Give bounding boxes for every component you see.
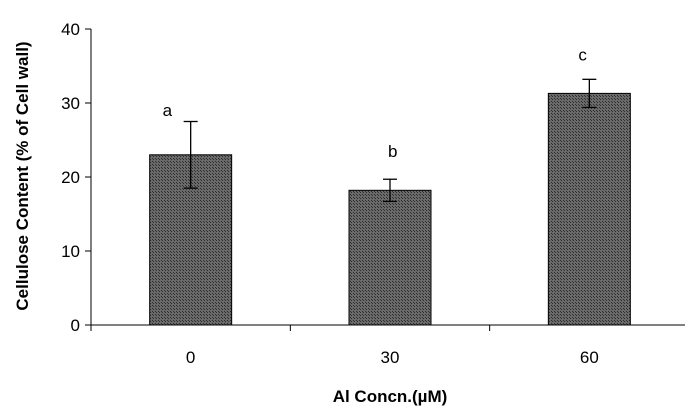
x-axis-label: Al Concn.(µM) xyxy=(333,387,448,406)
significance-letter: b xyxy=(388,142,397,161)
error-bar-30 xyxy=(383,178,397,203)
error-bars xyxy=(183,78,597,203)
y-tick-label: 0 xyxy=(71,316,80,335)
x-tick-label: 60 xyxy=(580,348,599,367)
y-tick-label: 30 xyxy=(61,94,80,113)
y-tick-label: 20 xyxy=(61,168,80,187)
significance-letter: a xyxy=(163,101,173,120)
y-axis-ticks: 0 10 20 30 40 xyxy=(61,20,91,335)
error-bar-0 xyxy=(183,120,198,189)
bar-30 xyxy=(348,189,432,326)
x-tick-label: 30 xyxy=(381,348,400,367)
bars xyxy=(149,92,631,326)
y-axis-label: Cellulose Content (% of Cell wall) xyxy=(13,41,32,310)
x-axis-ticks: 0 30 60 xyxy=(90,325,599,367)
significance-letter: c xyxy=(578,45,587,64)
x-tick-label: 0 xyxy=(186,348,195,367)
error-bar-60 xyxy=(582,78,597,109)
significance-letters: a b c xyxy=(163,45,588,161)
y-tick-label: 10 xyxy=(61,242,80,261)
y-tick-label: 40 xyxy=(61,20,80,39)
bar-60 xyxy=(547,92,631,326)
